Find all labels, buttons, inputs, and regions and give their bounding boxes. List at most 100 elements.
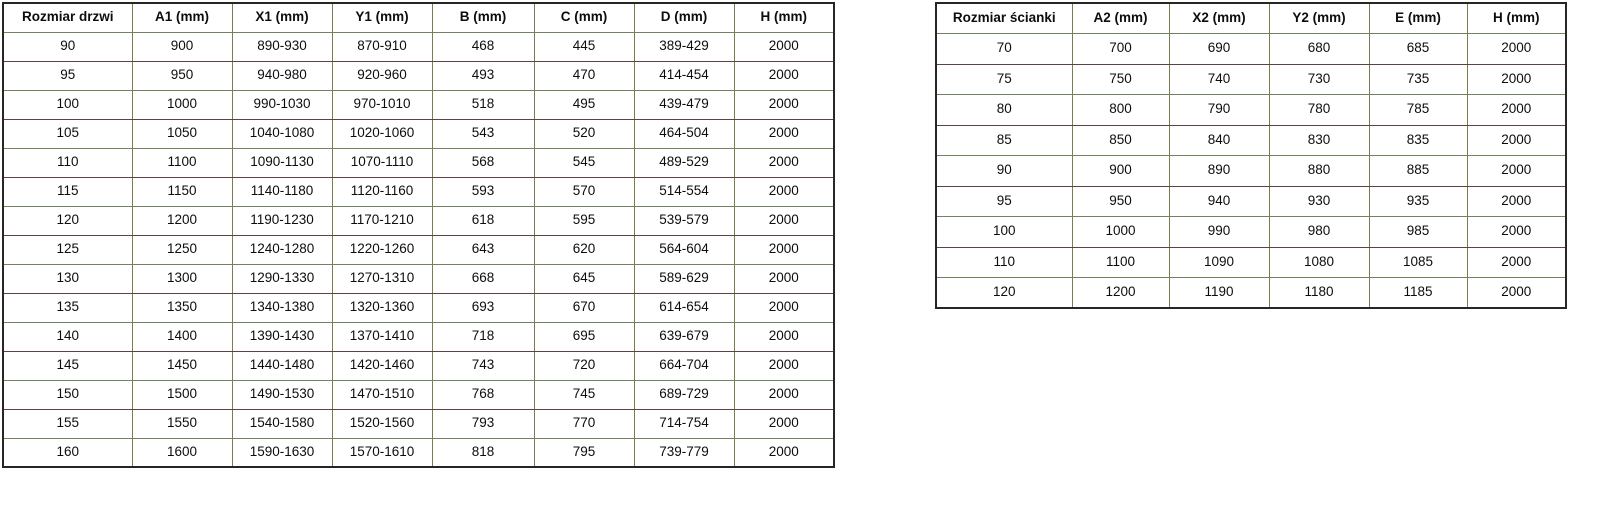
table-cell: 2000 [733, 350, 835, 381]
column-header: H (mm) [733, 2, 835, 33]
table-cell: 690 [1168, 33, 1270, 65]
table-cell: 745 [533, 379, 635, 410]
table-cell: 935 [1368, 185, 1468, 217]
table-cell: 870-910 [331, 31, 433, 62]
table-cell: 785 [1368, 94, 1468, 126]
table-cell: 1400 [131, 321, 233, 352]
table-cell: 693 [431, 292, 535, 323]
table-cell: 1150 [131, 176, 233, 207]
table-cell: 1070-1110 [331, 147, 433, 178]
table-cell: 668 [431, 263, 535, 294]
table-cell: 1490-1530 [231, 379, 333, 410]
table-cell: 2000 [733, 292, 835, 323]
header-row: Rozmiar drzwi A1 (mm) X1 (mm) Y1 (mm) B (mm)… [2, 2, 835, 33]
table-cell: 2000 [733, 205, 835, 236]
table-cell: 645 [533, 263, 635, 294]
table-cell: 830 [1268, 124, 1370, 156]
column-header: X1 (mm) [231, 2, 333, 33]
table-cell: 780 [1268, 94, 1370, 126]
table-cell: 1185 [1368, 277, 1468, 309]
table-cell: 2000 [1466, 216, 1567, 248]
table-cell: 950 [1071, 185, 1170, 217]
table-cell: 589-629 [633, 263, 735, 294]
table-cell: 105 [2, 118, 133, 149]
table-cell: 2000 [733, 89, 835, 120]
table-row: 120 1200 1190-1230 1170-1210 618 595 539-579 20… [2, 205, 835, 236]
table-cell: 800 [1071, 94, 1170, 126]
table-cell: 770 [533, 408, 635, 439]
table-cell: 790 [1168, 94, 1270, 126]
table-cell: 670 [533, 292, 635, 323]
table-cell: 1340-1380 [231, 292, 333, 323]
table-cell: 70 [935, 33, 1073, 65]
table-cell: 140 [2, 321, 133, 352]
table-cell: 414-454 [633, 60, 735, 91]
table-cell: 543 [431, 118, 535, 149]
table-cell: 1240-1280 [231, 234, 333, 265]
table-cell: 514-554 [633, 176, 735, 207]
table-row: 100 1000 990 980 985 2000 [935, 216, 1567, 248]
table-cell: 1090-1130 [231, 147, 333, 178]
column-header: D (mm) [633, 2, 735, 33]
table-cell: 1200 [1071, 277, 1170, 309]
table-cell: 120 [2, 205, 133, 236]
column-header: X2 (mm) [1168, 2, 1270, 34]
column-header: H (mm) [1466, 2, 1567, 34]
table-cell: 1320-1360 [331, 292, 433, 323]
table-cell: 990 [1168, 216, 1270, 248]
table-cell: 95 [2, 60, 133, 91]
table-cell: 2000 [733, 234, 835, 265]
column-header: Rozmiar drzwi [2, 2, 133, 33]
table-cell: 389-429 [633, 31, 735, 62]
column-header: Rozmiar ścianki [935, 2, 1073, 34]
table-cell: 85 [935, 124, 1073, 156]
table-cell: 2000 [733, 408, 835, 439]
table-cell: 739-779 [633, 437, 735, 468]
column-header: B (mm) [431, 2, 535, 33]
table-row: 160 1600 1590-1630 1570-1610 818 795 739-779 20… [2, 437, 835, 468]
table-row: 115 1150 1140-1180 1120-1160 593 570 514-554 20… [2, 176, 835, 207]
table-cell: 950 [131, 60, 233, 91]
table-cell: 135 [2, 292, 133, 323]
table-cell: 2000 [1466, 63, 1567, 95]
table-cell: 520 [533, 118, 635, 149]
table-cell: 1180 [1268, 277, 1370, 309]
table-cell: 470 [533, 60, 635, 91]
table-cell: 1350 [131, 292, 233, 323]
table-cell: 100 [2, 89, 133, 120]
table-cell: 110 [935, 246, 1073, 278]
wall-sizes-table: Rozmiar ścianki A2 (mm) X2 (mm) Y2 (mm) E (m… [935, 2, 1567, 309]
column-header: A1 (mm) [131, 2, 233, 33]
table-cell: 2000 [1466, 246, 1567, 278]
table-cell: 1190-1230 [231, 205, 333, 236]
table-cell: 880 [1268, 155, 1370, 187]
table-cell: 1170-1210 [331, 205, 433, 236]
table-cell: 125 [2, 234, 133, 265]
table-cell: 1420-1460 [331, 350, 433, 381]
table-cell: 900 [1071, 155, 1170, 187]
table-cell: 468 [431, 31, 535, 62]
table-cell: 639-679 [633, 321, 735, 352]
table-cell: 730 [1268, 63, 1370, 95]
table-cell: 750 [1071, 63, 1170, 95]
table-cell: 1190 [1168, 277, 1270, 309]
table-cell: 1090 [1168, 246, 1270, 278]
table-cell: 718 [431, 321, 535, 352]
table-cell: 1440-1480 [231, 350, 333, 381]
table-cell: 439-479 [633, 89, 735, 120]
table-cell: 890 [1168, 155, 1270, 187]
table-cell: 1540-1580 [231, 408, 333, 439]
table-row: 75 750 740 730 735 2000 [935, 63, 1567, 95]
table-row: 70 700 690 680 685 2000 [935, 33, 1567, 65]
table-cell: 835 [1368, 124, 1468, 156]
table-row: 105 1050 1040-1080 1020-1060 543 520 464-504 20… [2, 118, 835, 149]
table-cell: 464-504 [633, 118, 735, 149]
table-row: 140 1400 1390-1430 1370-1410 718 695 639-679 20… [2, 321, 835, 352]
table-row: 130 1300 1290-1330 1270-1310 668 645 589-629 20… [2, 263, 835, 294]
table-cell: 680 [1268, 33, 1370, 65]
wall-table-header: Rozmiar ścianki A2 (mm) X2 (mm) Y2 (mm) E (m… [935, 2, 1567, 34]
table-cell: 2000 [733, 31, 835, 62]
table-cell: 120 [935, 277, 1073, 309]
table-cell: 689-729 [633, 379, 735, 410]
table-cell: 495 [533, 89, 635, 120]
